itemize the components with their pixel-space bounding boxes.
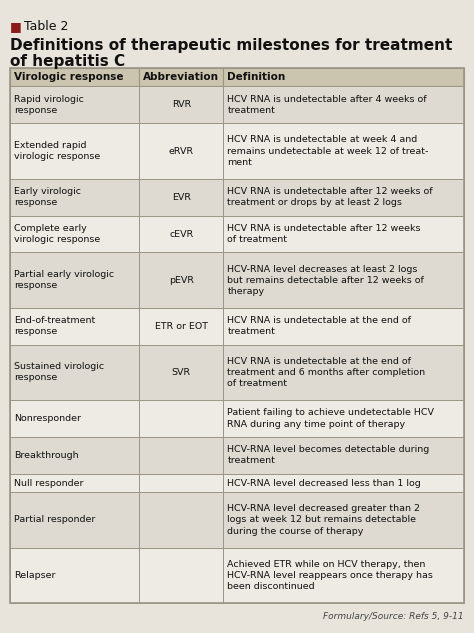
- Bar: [223, 492, 464, 548]
- Bar: [10, 216, 139, 253]
- Text: Extended rapid
virologic response: Extended rapid virologic response: [14, 141, 100, 161]
- Bar: [139, 548, 223, 603]
- Bar: [223, 345, 464, 400]
- Text: EVR: EVR: [172, 192, 191, 202]
- Bar: [10, 474, 139, 492]
- Text: HCV RNA is undetectable after 12 weeks of
treatment or drops by at least 2 logs: HCV RNA is undetectable after 12 weeks o…: [228, 187, 433, 207]
- Text: Sustained virologic
response: Sustained virologic response: [14, 362, 104, 382]
- Bar: [223, 87, 464, 123]
- Text: of hepatitis C: of hepatitis C: [10, 54, 125, 69]
- Bar: [139, 87, 223, 123]
- Text: Rapid virologic
response: Rapid virologic response: [14, 95, 84, 115]
- Text: cEVR: cEVR: [169, 230, 193, 239]
- Text: Null responder: Null responder: [14, 479, 83, 487]
- Bar: [139, 345, 223, 400]
- Text: SVR: SVR: [172, 368, 191, 377]
- Text: HCV RNA is undetectable at week 4 and
remains undetectable at week 12 of treat-
: HCV RNA is undetectable at week 4 and re…: [228, 135, 429, 166]
- Text: Definitions of therapeutic milestones for treatment: Definitions of therapeutic milestones fo…: [10, 38, 452, 53]
- Bar: [139, 179, 223, 216]
- Text: Table 2: Table 2: [24, 20, 68, 33]
- Text: Virologic response: Virologic response: [14, 72, 124, 82]
- Bar: [139, 68, 223, 87]
- Bar: [139, 308, 223, 345]
- Text: Early virologic
response: Early virologic response: [14, 187, 81, 207]
- Text: HCV RNA is undetectable at the end of
treatment: HCV RNA is undetectable at the end of tr…: [228, 316, 411, 336]
- Bar: [223, 308, 464, 345]
- Bar: [223, 474, 464, 492]
- Text: Relapser: Relapser: [14, 571, 55, 580]
- Bar: [10, 548, 139, 603]
- Bar: [223, 437, 464, 474]
- Text: Nonresponder: Nonresponder: [14, 414, 81, 423]
- Bar: [139, 216, 223, 253]
- Bar: [223, 548, 464, 603]
- Bar: [223, 400, 464, 437]
- Text: pEVR: pEVR: [169, 275, 194, 285]
- Bar: [10, 492, 139, 548]
- Text: ■: ■: [10, 20, 22, 33]
- Text: Definition: Definition: [228, 72, 286, 82]
- Bar: [10, 308, 139, 345]
- Bar: [139, 253, 223, 308]
- Bar: [139, 123, 223, 179]
- Text: HCV-RNA level decreases at least 2 logs
but remains detectable after 12 weeks of: HCV-RNA level decreases at least 2 logs …: [228, 265, 424, 296]
- Text: Achieved ETR while on HCV therapy, then
HCV-RNA level reappears once therapy has: Achieved ETR while on HCV therapy, then …: [228, 560, 433, 591]
- Bar: [139, 400, 223, 437]
- Text: Partial responder: Partial responder: [14, 515, 95, 525]
- Text: Complete early
virologic response: Complete early virologic response: [14, 224, 100, 244]
- Text: HCV RNA is undetectable after 12 weeks
of treatment: HCV RNA is undetectable after 12 weeks o…: [228, 224, 421, 244]
- Bar: [10, 400, 139, 437]
- Bar: [223, 68, 464, 87]
- Bar: [10, 87, 139, 123]
- Text: Patient failing to achieve undetectable HCV
RNA during any time point of therapy: Patient failing to achieve undetectable …: [228, 408, 434, 429]
- Text: HCV RNA is undetectable at the end of
treatment and 6 months after completion
of: HCV RNA is undetectable at the end of tr…: [228, 357, 426, 388]
- Bar: [139, 474, 223, 492]
- Bar: [139, 437, 223, 474]
- Text: HCV-RNA level decreased less than 1 log: HCV-RNA level decreased less than 1 log: [228, 479, 421, 487]
- Bar: [10, 179, 139, 216]
- Bar: [223, 216, 464, 253]
- Text: eRVR: eRVR: [169, 146, 194, 156]
- Bar: [10, 345, 139, 400]
- Text: HCV-RNA level decreased greater than 2
logs at week 12 but remains detectable
du: HCV-RNA level decreased greater than 2 l…: [228, 505, 420, 536]
- Text: End-of-treatment
response: End-of-treatment response: [14, 316, 95, 336]
- Text: Formulary/Source: Refs 5, 9-11: Formulary/Source: Refs 5, 9-11: [323, 612, 464, 621]
- Bar: [223, 253, 464, 308]
- Text: ETR or EOT: ETR or EOT: [155, 322, 208, 331]
- Bar: [223, 123, 464, 179]
- Text: Breakthrough: Breakthrough: [14, 451, 79, 460]
- Bar: [10, 253, 139, 308]
- Text: Abbreviation: Abbreviation: [143, 72, 219, 82]
- Bar: [139, 492, 223, 548]
- Text: HCV-RNA level becomes detectable during
treatment: HCV-RNA level becomes detectable during …: [228, 446, 429, 465]
- Text: Partial early virologic
response: Partial early virologic response: [14, 270, 114, 290]
- Bar: [10, 437, 139, 474]
- Text: RVR: RVR: [172, 101, 191, 110]
- Bar: [10, 68, 464, 603]
- Bar: [10, 68, 139, 87]
- Bar: [223, 179, 464, 216]
- Text: HCV RNA is undetectable after 4 weeks of
treatment: HCV RNA is undetectable after 4 weeks of…: [228, 95, 427, 115]
- Bar: [10, 123, 139, 179]
